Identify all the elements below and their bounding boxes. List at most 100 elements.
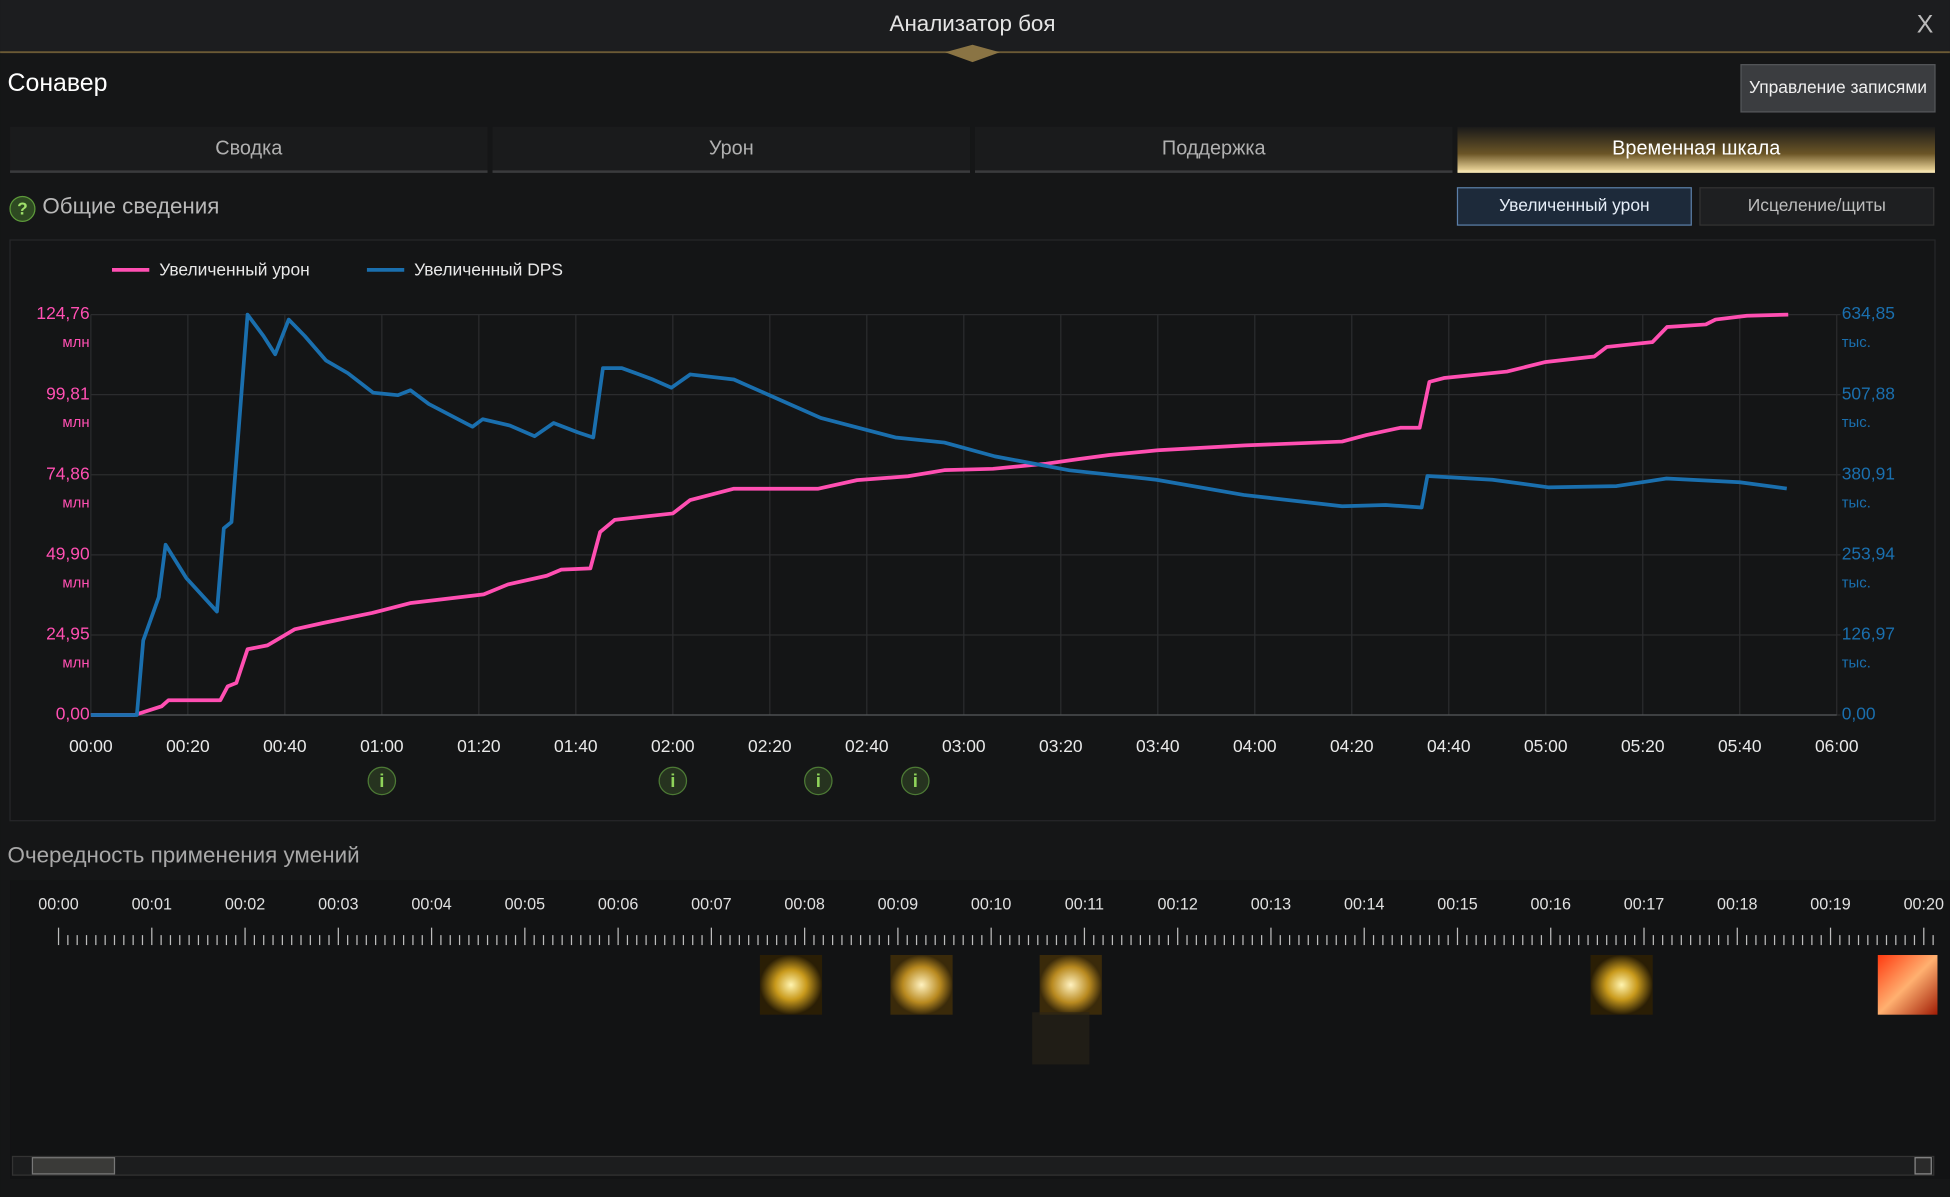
event-marker[interactable] <box>658 766 688 796</box>
y2-unit: тыс. <box>1842 654 1871 671</box>
event-marker[interactable] <box>367 766 397 796</box>
help-icon[interactable]: ? <box>17 199 28 219</box>
title-bar <box>0 0 1950 53</box>
event-marker-label[interactable]: i <box>379 770 384 791</box>
y-unit: млн <box>62 414 89 431</box>
x-tick-label: 03:40 <box>1136 736 1180 756</box>
tab-bg[interactable] <box>1457 126 1935 172</box>
x-tick-label: 01:00 <box>360 736 404 756</box>
event-marker-label[interactable]: i <box>913 770 918 791</box>
manage-button[interactable]: Управление записями <box>1749 77 1927 97</box>
y2-tick-label: 507,88 <box>1842 383 1895 403</box>
timeline-label: 00:01 <box>132 896 172 914</box>
timeline-label: 00:06 <box>598 896 638 914</box>
timeline-label: 00:16 <box>1531 896 1571 914</box>
manage-button-bg[interactable] <box>1740 64 1936 113</box>
event-marker-label[interactable]: i <box>816 770 821 791</box>
y2-unit: тыс. <box>1842 334 1871 351</box>
timeline-label: 00:03 <box>318 896 358 914</box>
character-name: Сонавер <box>8 69 108 97</box>
x-tick-label: 05:20 <box>1621 736 1665 756</box>
chart-panel <box>9 239 1936 822</box>
legend-label: Увеличенный урон <box>159 260 310 280</box>
toggle-damage[interactable]: Увеличенный урон <box>1499 195 1650 215</box>
x-tick-label: 00:00 <box>69 736 113 756</box>
skill-panel <box>10 880 1950 1179</box>
y-tick-label: 49,90 <box>46 543 90 563</box>
timeline-label: 00:17 <box>1624 896 1664 914</box>
y-unit: млн <box>62 574 89 591</box>
x-tick-label: 00:40 <box>263 736 307 756</box>
y-tick-label: 0,00 <box>56 704 90 724</box>
tab-label[interactable]: Временная шкала <box>1612 137 1781 159</box>
tab-bg[interactable] <box>492 126 971 172</box>
y2-unit: тыс. <box>1842 494 1871 511</box>
timeline-label: 00:00 <box>38 896 78 914</box>
tab-label[interactable]: Урон <box>709 137 754 159</box>
event-marker-label[interactable]: i <box>670 770 675 791</box>
tab-label[interactable]: Поддержка <box>1162 137 1267 159</box>
skill-icon[interactable] <box>1039 955 1102 1015</box>
skill-timeline: 00:00 00:01 00:02 00:03 00:04 00:05 00:06 00:07… <box>38 896 1944 946</box>
timeline-label: 00:04 <box>411 896 451 914</box>
timeline-label: 00:08 <box>784 896 824 914</box>
x-tick-label: 03:00 <box>942 736 986 756</box>
x-tick-label: 01:40 <box>554 736 598 756</box>
y-tick-label: 124,76 <box>36 303 89 323</box>
x-tick-label: 04:40 <box>1427 736 1471 756</box>
timeline-label: 00:18 <box>1717 896 1757 914</box>
y2-unit: тыс. <box>1842 414 1871 431</box>
toggle-active-bg[interactable] <box>1456 187 1692 226</box>
y-unit: млн <box>62 654 89 671</box>
title-ornament <box>945 44 1000 63</box>
event-marker[interactable] <box>804 766 833 796</box>
skill-icons <box>759 955 1938 1065</box>
skill-icon-faded <box>1032 1012 1090 1065</box>
y2-tick-label: 380,91 <box>1842 463 1895 483</box>
y-unit: млн <box>62 494 89 511</box>
scroll-right[interactable] <box>1914 1157 1932 1175</box>
x-tick-label: 04:00 <box>1233 736 1277 756</box>
event-marker[interactable] <box>901 766 930 796</box>
x-tick-label: 02:00 <box>651 736 695 756</box>
chart: 00:00 00:20 00:40 01:00 01:20 01:40 02:00 02:20… <box>36 260 1895 796</box>
timeline-label: 00:09 <box>878 896 918 914</box>
series-line <box>90 312 1788 717</box>
x-tick-label: 03:20 <box>1039 736 1083 756</box>
y-tick-label: 24,95 <box>46 624 90 644</box>
tab-bg[interactable] <box>975 126 1453 172</box>
x-tick-label: 01:20 <box>457 736 501 756</box>
timeline-label: 00:13 <box>1251 896 1291 914</box>
tab-label[interactable]: Сводка <box>215 137 283 159</box>
legend-label: Увеличенный DPS <box>414 260 563 280</box>
x-tick-label: 04:20 <box>1330 736 1374 756</box>
timeline-label: 00:10 <box>971 896 1011 914</box>
skill-icon[interactable] <box>890 955 953 1015</box>
skill-icon[interactable] <box>759 955 823 1015</box>
scrollbar[interactable] <box>11 1155 1935 1176</box>
scrollbar-thumb[interactable] <box>31 1157 116 1175</box>
tab-bg[interactable] <box>10 126 488 172</box>
y-tick-label: 74,86 <box>46 463 90 483</box>
skill-icon[interactable] <box>1590 955 1653 1015</box>
timeline-label: 00:02 <box>225 896 265 914</box>
skill-icon[interactable] <box>1877 955 1938 1015</box>
x-tick-label: 05:00 <box>1524 736 1568 756</box>
y2-tick-label: 0,00 <box>1842 704 1876 724</box>
help-icon-bg[interactable] <box>9 195 36 222</box>
toggle-heal[interactable]: Исцеление/щиты <box>1748 195 1886 215</box>
toggle-inactive-bg[interactable] <box>1699 187 1935 226</box>
timeline-label: 00:19 <box>1810 896 1850 914</box>
timeline-label: 00:14 <box>1344 896 1384 914</box>
section-title: Общие сведения <box>42 194 219 219</box>
timeline-label: 00:07 <box>691 896 731 914</box>
y2-unit: тыс. <box>1842 574 1871 591</box>
x-tick-label: 06:00 <box>1815 736 1859 756</box>
x-tick-label: 02:20 <box>748 736 792 756</box>
y2-tick-label: 634,85 <box>1842 303 1895 323</box>
close-button[interactable]: X <box>1917 11 1934 39</box>
timeline-label: 00:15 <box>1437 896 1477 914</box>
timeline-label: 00:20 <box>1904 896 1944 914</box>
skill-section-title: Очередность применения умений <box>8 843 360 868</box>
